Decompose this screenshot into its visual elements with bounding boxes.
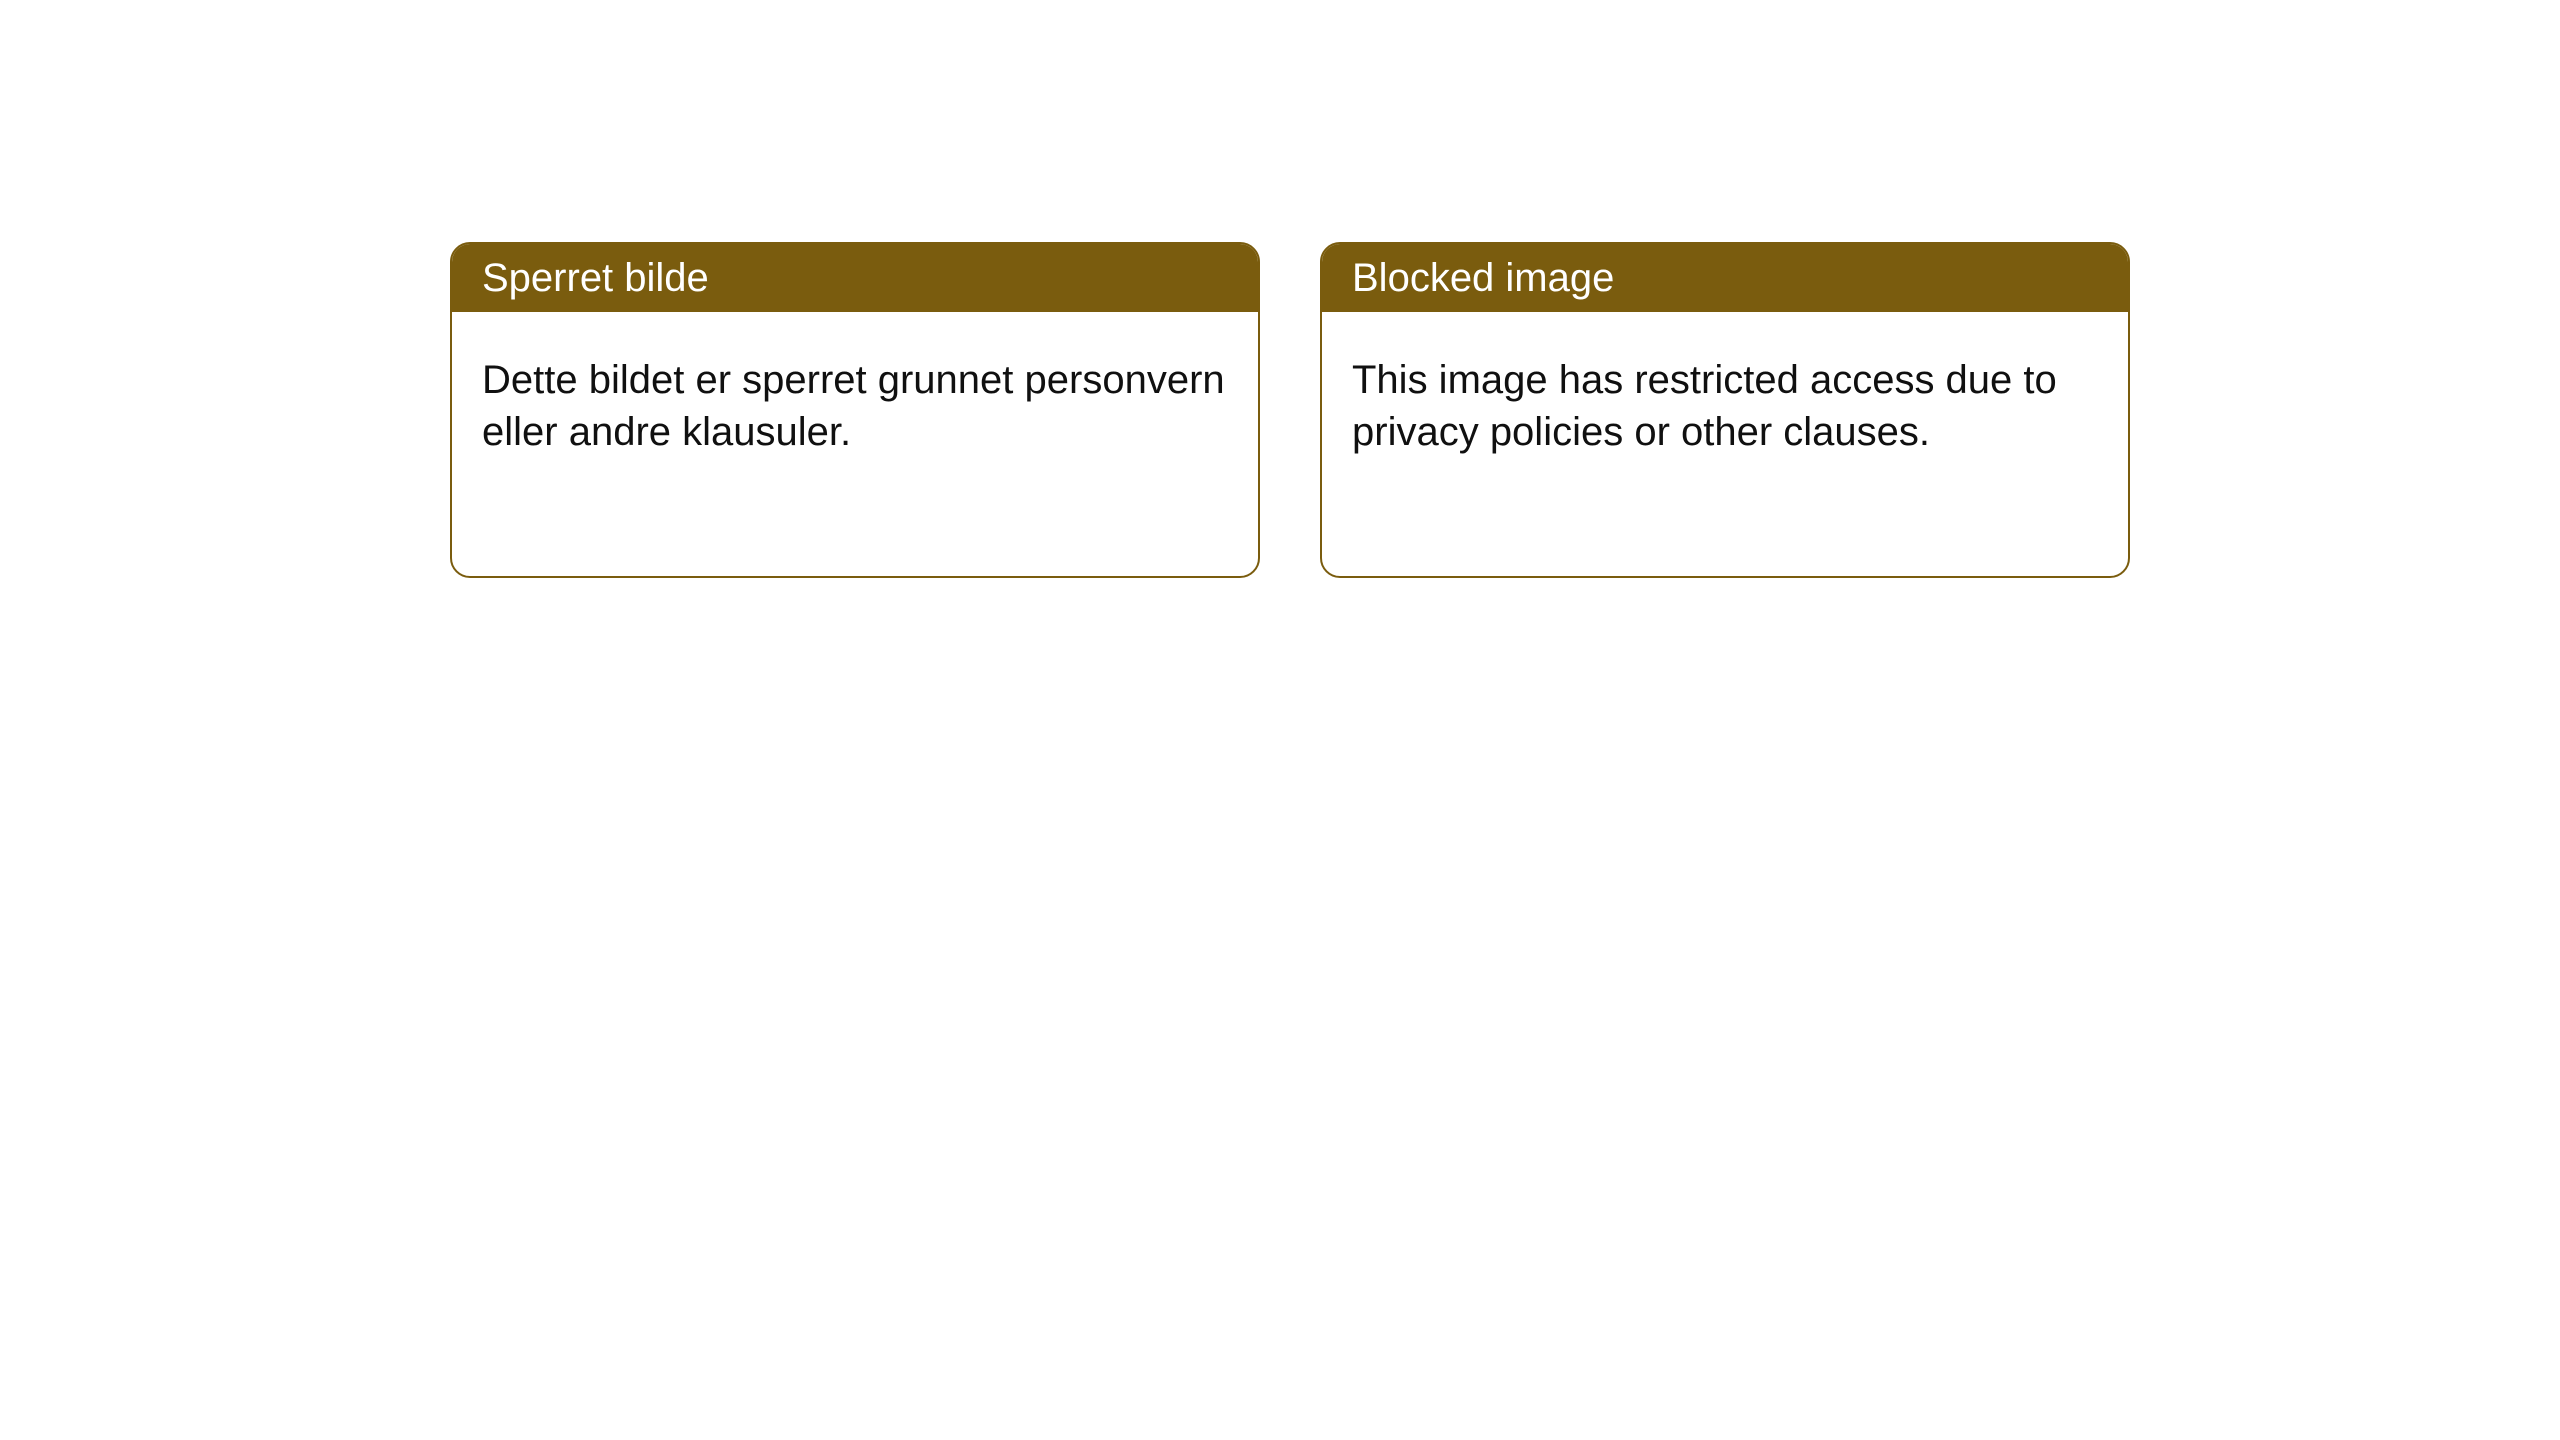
notice-card-en: Blocked image This image has restricted … — [1320, 242, 2130, 578]
notice-card-no: Sperret bilde Dette bildet er sperret gr… — [450, 242, 1260, 578]
notice-body-en: This image has restricted access due to … — [1322, 312, 2128, 500]
notices-container: Sperret bilde Dette bildet er sperret gr… — [450, 242, 2130, 578]
notice-body-no: Dette bildet er sperret grunnet personve… — [452, 312, 1258, 500]
notice-title-no: Sperret bilde — [452, 244, 1258, 312]
notice-title-en: Blocked image — [1322, 244, 2128, 312]
